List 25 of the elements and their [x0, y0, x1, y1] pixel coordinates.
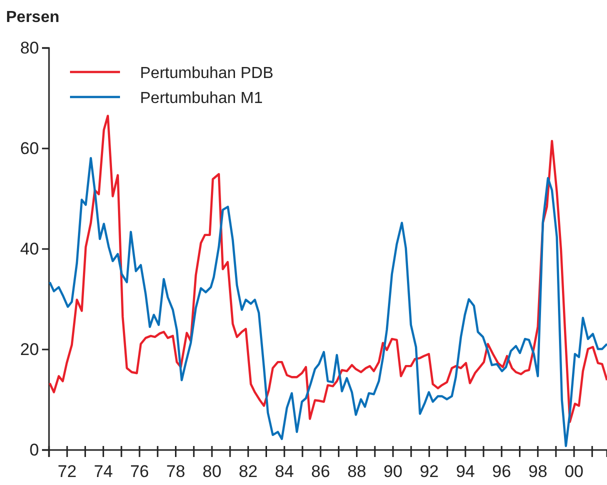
- line-series: [48, 114, 607, 423]
- x-tick-label: 74: [94, 462, 113, 481]
- x-tick-label: 86: [311, 462, 330, 481]
- x-tick-label: 94: [456, 462, 475, 481]
- x-tick-label: 82: [238, 462, 258, 481]
- x-tick-label: 98: [528, 462, 548, 481]
- x-tick-label: 72: [58, 462, 77, 481]
- y-tick-label: 20: [20, 340, 39, 359]
- x-tick-label: 76: [130, 462, 149, 481]
- x-tick-label: 96: [492, 462, 512, 481]
- legend-label: Pertumbuhan M1: [140, 90, 263, 107]
- y-axis-title: Persen: [6, 9, 60, 26]
- x-tick-label: 88: [347, 462, 366, 481]
- x-tick-label: 84: [274, 462, 294, 481]
- x-tick-label: 00: [564, 462, 584, 481]
- x-tick-label: 80: [202, 462, 222, 481]
- x-tick-label: 78: [166, 462, 186, 481]
- line-series: [48, 156, 607, 448]
- y-tick-label: 80: [20, 38, 39, 58]
- y-tick-label: 60: [20, 138, 39, 158]
- legend-label: Pertumbuhan PDB: [140, 65, 274, 82]
- x-tick-label: 90: [384, 462, 402, 481]
- y-tick-label: 0: [30, 440, 39, 460]
- x-tick-label: 92: [420, 462, 439, 481]
- y-tick-label: 40: [20, 239, 39, 258]
